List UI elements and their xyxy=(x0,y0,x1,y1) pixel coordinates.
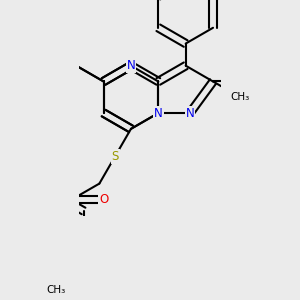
Text: N: N xyxy=(185,106,194,120)
Text: N: N xyxy=(154,106,163,120)
Text: N: N xyxy=(127,59,135,72)
Text: O: O xyxy=(99,193,108,206)
Text: CH₃: CH₃ xyxy=(231,92,250,102)
Text: S: S xyxy=(112,150,119,163)
Text: CH₃: CH₃ xyxy=(46,285,66,295)
